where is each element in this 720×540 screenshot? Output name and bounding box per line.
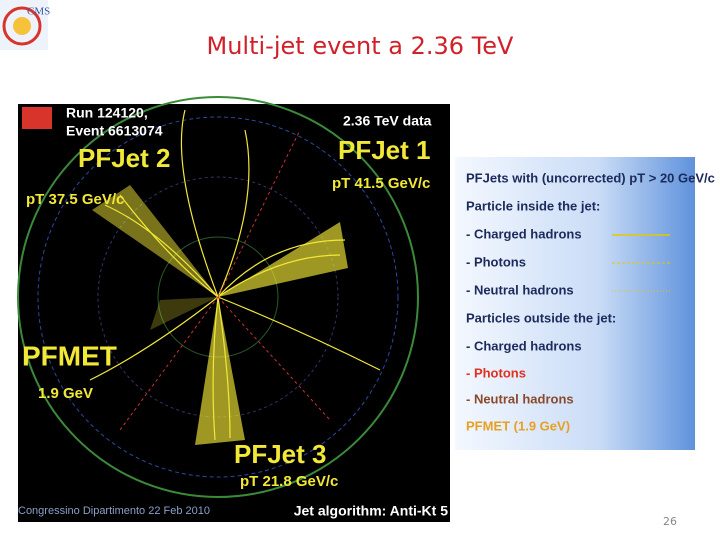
event-display: Run 124120, Event 6613074 2.36 TeV data … — [17, 96, 450, 522]
jet-pt: pT 37.5 GeV/c — [26, 191, 124, 208]
legend-item: - Charged hadrons — [466, 338, 582, 353]
legend-item: - Neutral hadrons — [466, 282, 574, 297]
data-label: 2.36 TeV data — [343, 113, 432, 129]
logo: CMS — [0, 0, 50, 50]
legend-met: PFMET (1.9 GeV) — [466, 418, 570, 433]
event-label: Event 6613074 — [66, 123, 163, 139]
legend-panel: PFJets with (uncorrected) pT > 20 GeV/c … — [455, 157, 715, 450]
jet-name: PFJet 1 — [338, 135, 431, 165]
met-value: 1.9 GeV — [38, 385, 93, 402]
logo-text: CMS — [27, 6, 50, 18]
legend-subheading: Particles outside the jet: — [466, 310, 616, 325]
legend-heading: PFJets with (uncorrected) pT > 20 GeV/c — [466, 170, 715, 185]
legend-item: - Neutral hadrons — [466, 391, 574, 406]
jet-name: PFJet 2 — [78, 143, 171, 173]
jet-pt: pT 21.8 GeV/c — [240, 473, 338, 490]
met-name: PFMET — [22, 340, 117, 371]
slide-title: Multi-jet event a 2.36 TeV — [207, 32, 515, 60]
legend-item: - Charged hadrons — [466, 226, 582, 241]
jet-name: PFJet 3 — [234, 439, 327, 469]
algorithm-label: Jet algorithm: Anti-Kt 5 — [294, 503, 448, 519]
legend-item: - Photons — [466, 365, 526, 380]
footer-text: Congressino Dipartimento 22 Feb 2010 — [18, 505, 210, 517]
legend-item: - Photons — [466, 254, 526, 269]
jet-pt: pT 41.5 GeV/c — [332, 175, 430, 192]
run-label: Run 124120, — [66, 105, 148, 121]
page-number: 26 — [663, 515, 677, 528]
legend-subheading: Particle inside the jet: — [466, 198, 600, 213]
